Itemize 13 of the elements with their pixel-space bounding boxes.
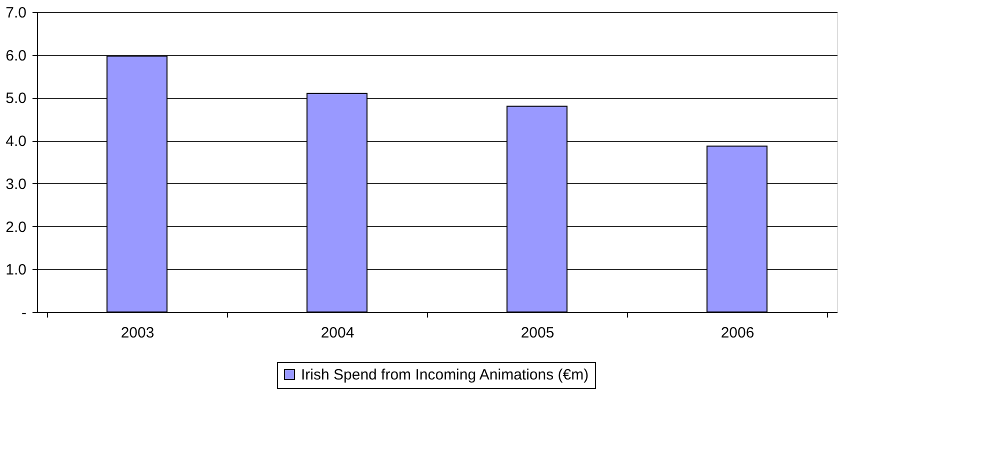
x-tick-label: 2006: [720, 324, 754, 342]
y-tick-label: 1.0: [6, 262, 26, 279]
y-tick-label: 6.0: [6, 47, 26, 64]
y-tick-label: 2.0: [6, 218, 26, 236]
y-tick-label: 4.0: [6, 133, 26, 150]
y-tick-label: 7.0: [6, 4, 26, 22]
y-tick-label: 5.0: [6, 90, 26, 108]
legend-label: Irish Spend from Incoming Animations (€m): [301, 366, 589, 384]
y-tick-label: -: [22, 304, 26, 322]
x-tick-label: 2004: [320, 324, 354, 342]
x-tick-label: 2003: [120, 324, 154, 342]
x-tick-label: 2005: [520, 324, 554, 342]
y-tick-label: 3.0: [6, 176, 26, 193]
